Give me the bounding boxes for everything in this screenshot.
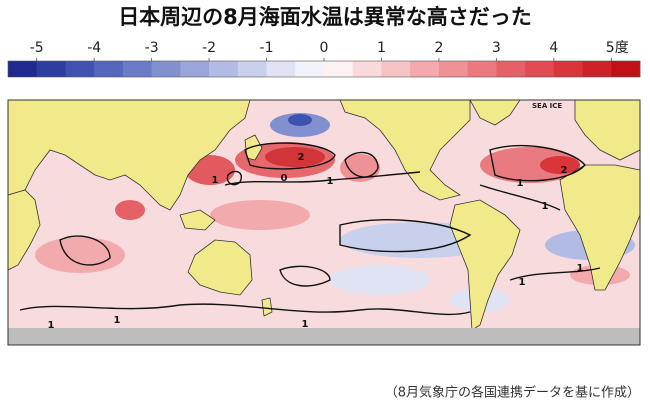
- contour-label: 1: [327, 176, 334, 187]
- color-swatch: [36, 61, 66, 77]
- colorbar-tick-label: -5: [30, 40, 44, 56]
- sea-ice-label: SEA ICE: [532, 102, 562, 110]
- colorbar-tick-label: 5度: [606, 40, 629, 56]
- colorbar: -5 -4 -3 -2 -1 0 1 2 3 4 5度: [7, 40, 641, 78]
- color-swatch: [237, 61, 267, 77]
- color-swatch: [496, 61, 526, 77]
- color-swatch: [381, 61, 411, 77]
- map-frame: [7, 99, 641, 346]
- color-swatch: [582, 61, 612, 77]
- color-swatch: [94, 61, 124, 77]
- color-swatch: [295, 61, 325, 77]
- contour-label: 1: [212, 175, 219, 186]
- contour-label: 1: [114, 315, 121, 326]
- color-swatch: [180, 61, 210, 77]
- color-swatch: [410, 61, 440, 77]
- color-swatch: [266, 61, 296, 77]
- contour-label: 1: [577, 263, 584, 274]
- colorbar-tick-label: -3: [145, 40, 159, 56]
- contour-label: 1: [519, 277, 526, 288]
- map: SEA ICE 2 0 1 1 2 1 1 1 1 1 1 1: [8, 100, 640, 345]
- color-swatch: [324, 61, 354, 77]
- contour-label: 1: [542, 201, 549, 212]
- color-swatch: [65, 61, 95, 77]
- sea-ice-region: [8, 328, 640, 345]
- colorbar-tick-label: -2: [202, 40, 216, 56]
- contours: [19, 142, 601, 316]
- contour-labels: 2 0 1 1 2 1 1 1 1 1 1 1: [48, 152, 584, 331]
- color-swatch: [553, 61, 583, 77]
- color-swatch: [438, 61, 468, 77]
- colorbar-tick-label: 2: [434, 40, 443, 56]
- color-swatch: [122, 61, 152, 77]
- color-swatch: [611, 61, 641, 77]
- contour-label: 1: [517, 178, 524, 189]
- contour-label: 1: [302, 319, 309, 330]
- color-swatch: [467, 61, 497, 77]
- contour-label: 2: [298, 152, 305, 163]
- color-swatch: [209, 61, 239, 77]
- color-swatch: [8, 61, 38, 77]
- colorbar-tick-label: 3: [492, 40, 501, 56]
- color-swatch: [352, 61, 382, 77]
- colorbar-tick-label: -1: [260, 40, 274, 56]
- title: 日本周辺の8月海面水温は異常な高さだった: [118, 5, 532, 29]
- contour-label: 2: [561, 165, 568, 176]
- color-swatch: [525, 61, 555, 77]
- colorbar-tick-label: -4: [87, 40, 101, 56]
- colorbar-tick-label: 1: [377, 40, 386, 56]
- contour-label: 1: [48, 320, 55, 331]
- color-swatch: [151, 61, 181, 77]
- colorbar-tick-label: 4: [549, 40, 558, 56]
- contour-label: 0: [281, 173, 288, 184]
- land: [8, 100, 640, 331]
- source: （8月気象庁の各国連携データを基に作成）: [385, 385, 640, 401]
- colorbar-tick-label: 0: [320, 40, 329, 56]
